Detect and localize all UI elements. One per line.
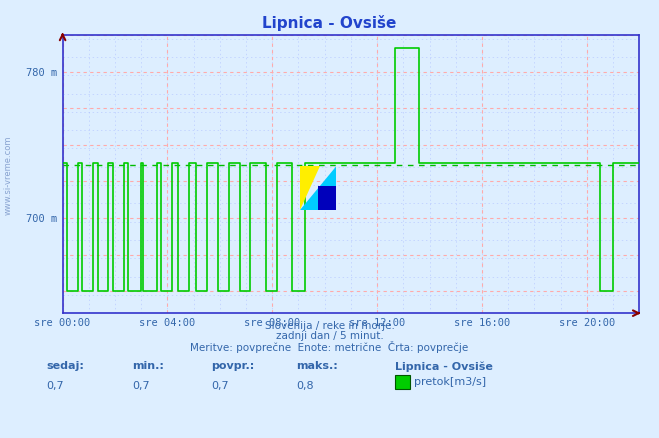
Text: zadnji dan / 5 minut.: zadnji dan / 5 minut. bbox=[275, 331, 384, 341]
Text: Lipnica - Ovsiše: Lipnica - Ovsiše bbox=[262, 15, 397, 32]
Text: 0,7: 0,7 bbox=[211, 381, 229, 391]
Text: www.si-vreme.com: www.si-vreme.com bbox=[4, 135, 13, 215]
Text: maks.:: maks.: bbox=[297, 361, 338, 371]
Text: povpr.:: povpr.: bbox=[211, 361, 254, 371]
Polygon shape bbox=[300, 166, 336, 210]
Text: 0,7: 0,7 bbox=[46, 381, 64, 391]
Text: Slovenija / reke in morje.: Slovenija / reke in morje. bbox=[264, 321, 395, 331]
Polygon shape bbox=[300, 166, 320, 210]
Text: 0,7: 0,7 bbox=[132, 381, 150, 391]
Text: min.:: min.: bbox=[132, 361, 163, 371]
Text: pretok[m3/s]: pretok[m3/s] bbox=[414, 377, 486, 387]
Text: Meritve: povprečne  Enote: metrične  Črta: povprečje: Meritve: povprečne Enote: metrične Črta:… bbox=[190, 341, 469, 353]
Bar bbox=[318, 186, 336, 210]
Text: Lipnica - Ovsiše: Lipnica - Ovsiše bbox=[395, 361, 494, 372]
Text: sedaj:: sedaj: bbox=[46, 361, 84, 371]
Text: 0,8: 0,8 bbox=[297, 381, 314, 391]
